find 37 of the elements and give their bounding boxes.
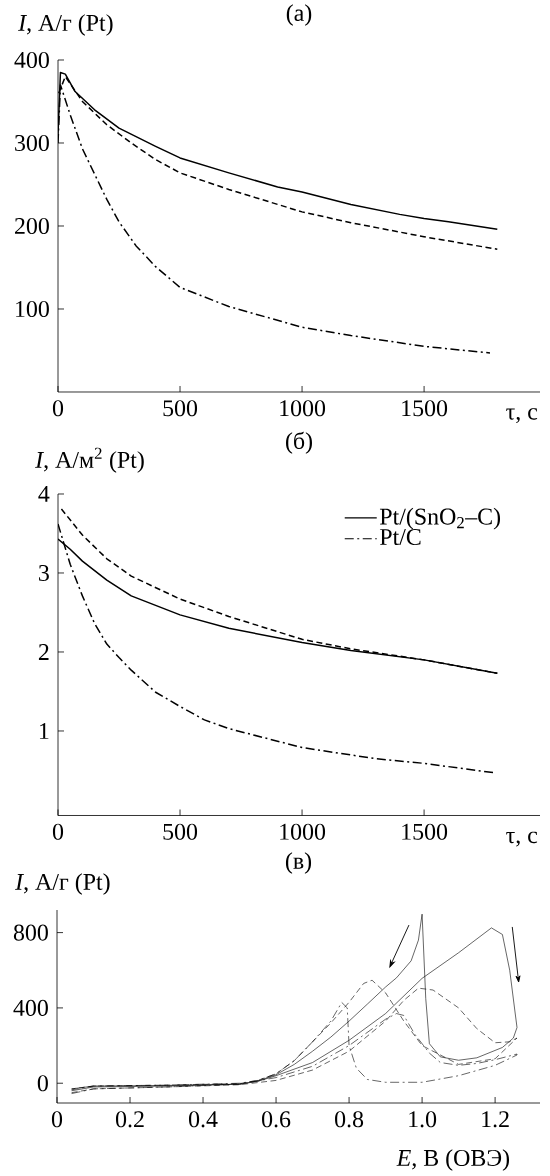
x-tick-label: 0.4 [189,1111,218,1128]
chart-title: (а) [286,4,312,26]
y-tick-label: 1 [39,723,49,739]
x-tick-label: 0 [51,1111,63,1128]
chart-title: (в) [285,852,312,874]
x-tick-label: 0.2 [115,1111,144,1128]
x-tick-label: 1500 [402,400,448,417]
y-tick-label: 2 [38,644,49,660]
y-tick-label: 3 [39,564,49,582]
x-tick-label: 500 [163,823,198,840]
y-axis-title: I, А/г (Pt) [15,873,110,895]
x-tick-label: 0 [52,823,64,840]
x-axis-title: τ, с [506,408,538,424]
x-tick-label: 0 [52,400,64,417]
y-tick-label: 4 [38,486,50,502]
x-tick-label: 0.6 [262,1111,291,1128]
x-axis-title: E, В (ОВЭ) [396,1149,510,1171]
y-axis-title: I, А/г (Pt) [18,14,113,36]
x-tick-label: 1500 [402,823,448,840]
x-tick-label: 1000 [280,400,326,417]
y-tick-label: 0 [37,1075,48,1092]
y-tick-label: 800 [13,924,48,941]
legend-label: Pt/(SnO$_{2}$–C) [379,507,501,530]
x-tick-label: 1000 [280,823,326,840]
y-tick-label: 100 [16,300,49,318]
x-tick-label: 1.0 [409,1111,437,1128]
chart-title: (б) [286,431,312,454]
legend-label: Pt/C [379,528,421,546]
y-axis-title: I, А/м$^{2}$ (Pt) [35,447,144,473]
y-tick-label: 300 [15,134,49,152]
x-axis-title: τ, с [506,831,538,847]
y-tick-label: 400 [14,51,49,69]
x-tick-label: 1.2 [482,1111,509,1128]
y-tick-label: 400 [13,999,48,1016]
y-tick-label: 200 [15,217,49,235]
x-tick-label: 500 [163,400,198,417]
x-tick-label: 0.8 [335,1111,364,1128]
